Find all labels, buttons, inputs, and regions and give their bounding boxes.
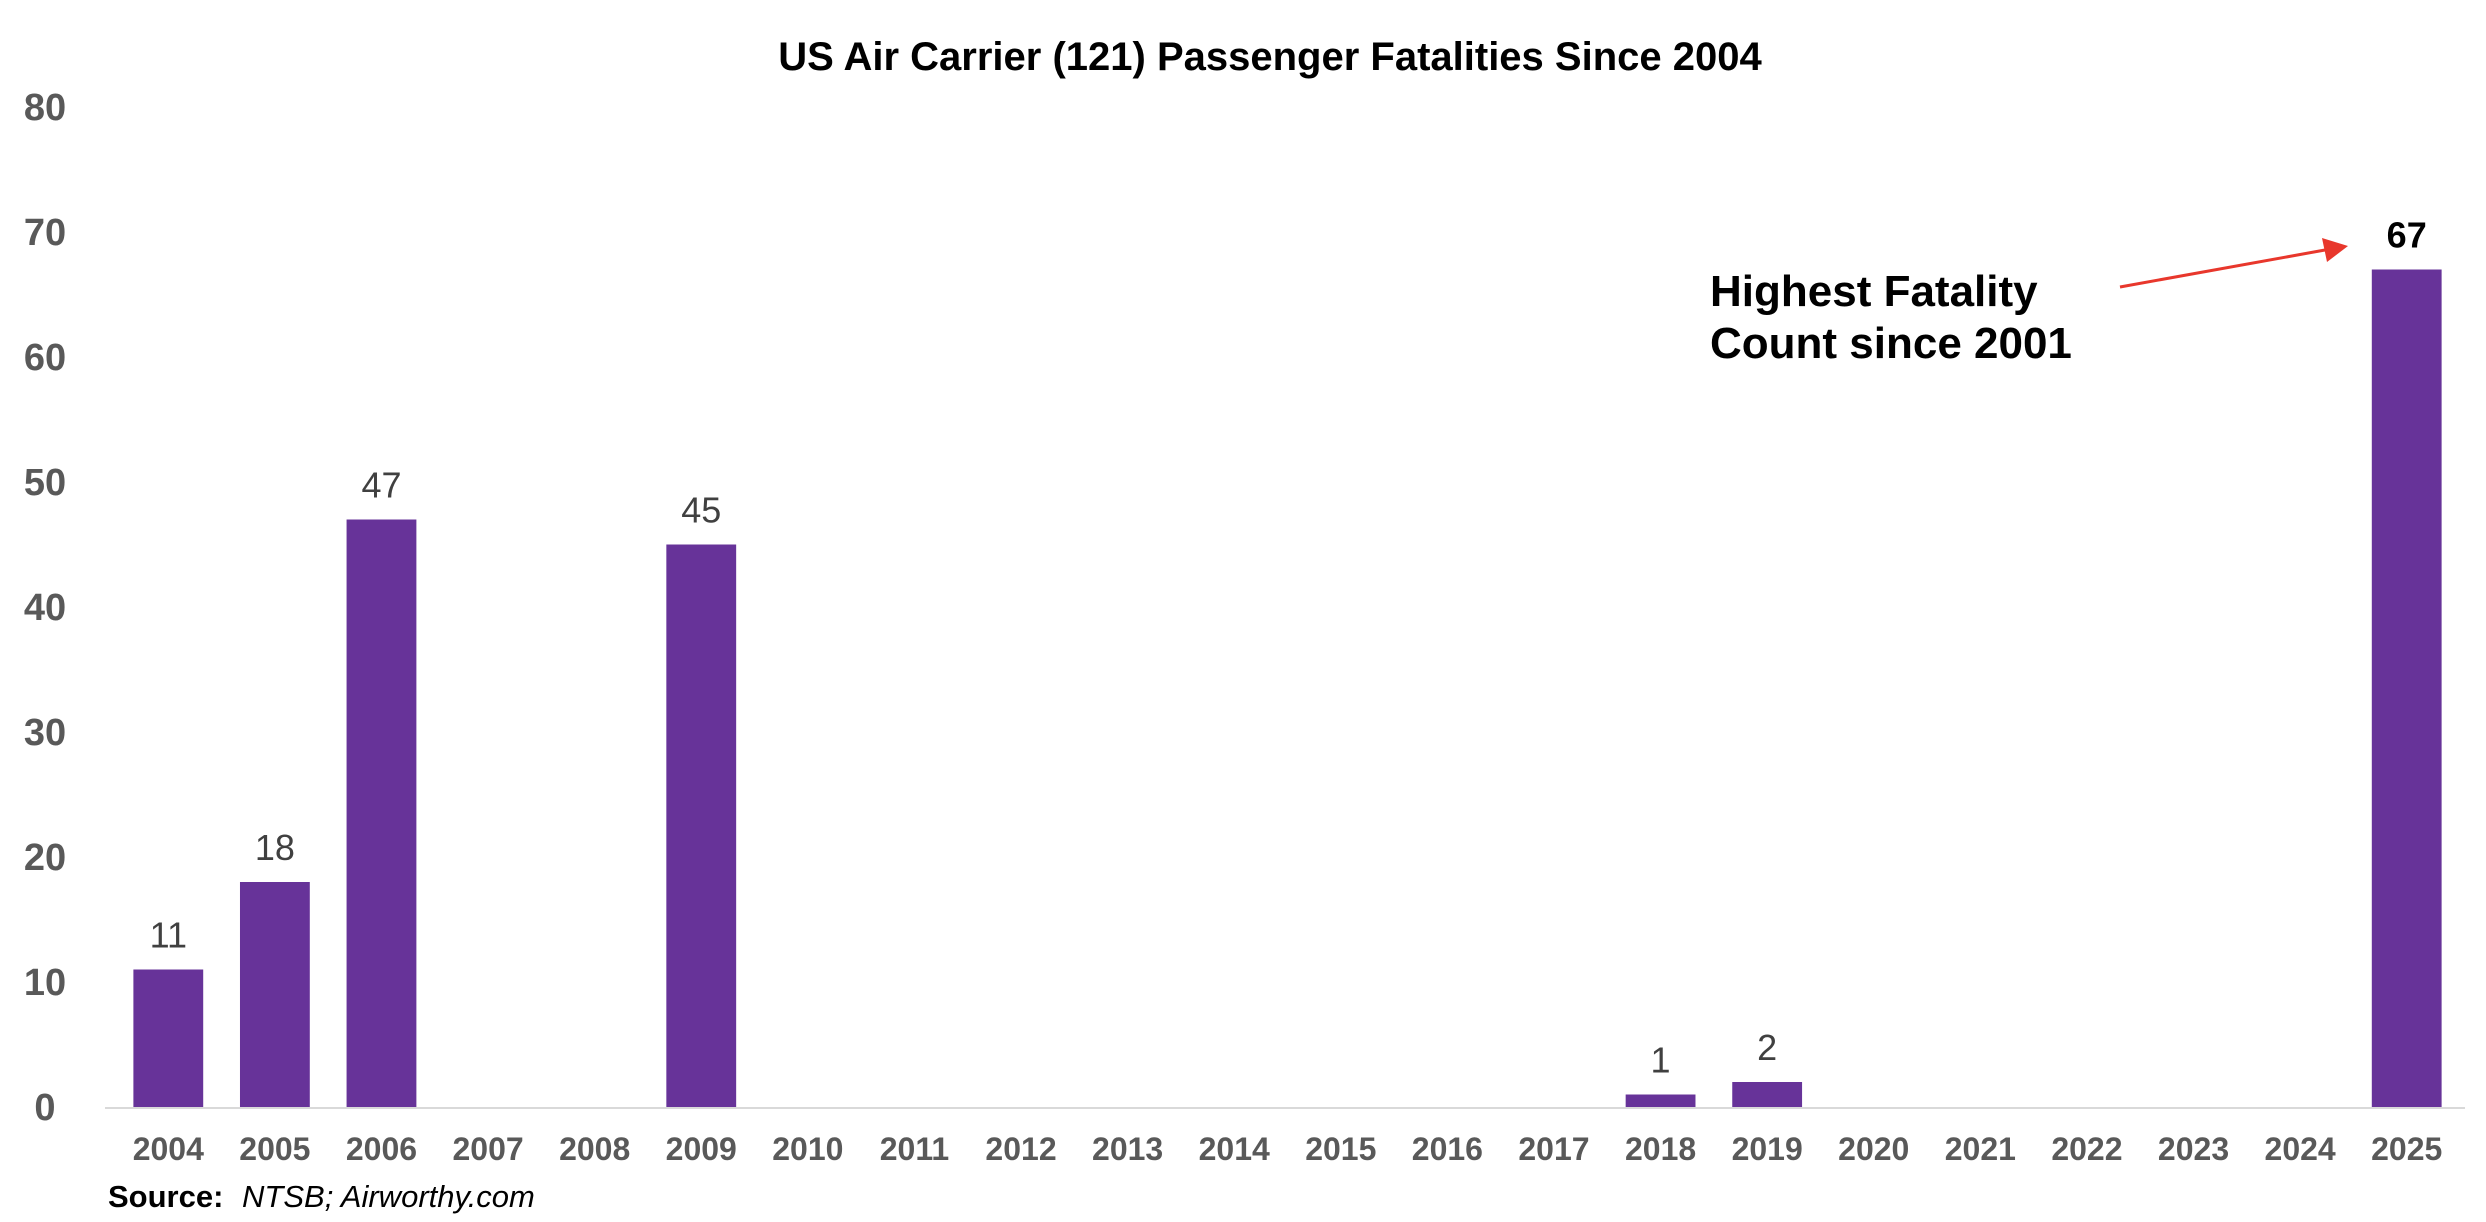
bar-2019 <box>1732 1082 1803 1107</box>
bar-2006 <box>346 519 417 1107</box>
annotation-arrowhead <box>2322 238 2348 262</box>
x-tick-label: 2012 <box>985 1131 1056 1167</box>
data-label: 18 <box>255 827 295 868</box>
y-axis-ticks: 0 10 20 30 40 50 60 70 80 <box>24 87 66 1129</box>
data-label: 11 <box>150 915 187 956</box>
chart-title: US Air Carrier (121) Passenger Fatalitie… <box>778 35 1762 79</box>
annotation-line-1: Highest Fatality <box>1710 267 2038 316</box>
x-tick-label: 2023 <box>2158 1131 2229 1167</box>
data-label: 47 <box>361 465 401 506</box>
x-tick-label: 2004 <box>133 1131 204 1167</box>
y-tick-label: 50 <box>24 462 66 504</box>
y-tick-label: 70 <box>24 212 66 254</box>
y-tick-label: 40 <box>24 587 66 629</box>
data-label: 2 <box>1757 1027 1777 1068</box>
data-label: 1 <box>1651 1040 1671 1081</box>
bar-2004 <box>133 969 204 1107</box>
y-tick-label: 60 <box>24 337 66 379</box>
x-tick-label: 2013 <box>1092 1131 1163 1167</box>
x-tick-label: 2024 <box>2265 1131 2336 1167</box>
data-labels: 11 18 47 45 1 2 67 <box>150 215 2427 1081</box>
source-label: Source: <box>108 1179 223 1214</box>
x-tick-label: 2021 <box>1945 1131 2016 1167</box>
x-tick-label: 2017 <box>1518 1131 1589 1167</box>
x-tick-label: 2011 <box>880 1131 949 1167</box>
x-tick-label: 2015 <box>1305 1131 1376 1167</box>
x-tick-label: 2016 <box>1412 1131 1483 1167</box>
y-tick-label: 0 <box>34 1087 55 1129</box>
x-tick-label: 2010 <box>772 1131 843 1167</box>
annotation-line-2: Count since 2001 <box>1710 319 2072 368</box>
y-tick-label: 20 <box>24 837 66 879</box>
bar-2005 <box>239 882 310 1107</box>
source-text: NTSB; Airworthy.com <box>242 1179 535 1214</box>
x-tick-label: 2009 <box>666 1131 737 1167</box>
bar-2018 <box>1625 1094 1696 1107</box>
y-tick-label: 30 <box>24 712 66 754</box>
bars-group <box>133 269 2442 1107</box>
data-label: 67 <box>2387 215 2427 256</box>
source-note: Source: NTSB; Airworthy.com <box>108 1179 535 1214</box>
x-tick-label: 2019 <box>1732 1131 1803 1167</box>
x-axis-ticks: 2004 2005 2006 2007 2008 2009 2010 2011 2012 2013… <box>133 1131 2443 1167</box>
x-tick-label: 2018 <box>1625 1131 1696 1167</box>
x-tick-label: 2025 <box>2371 1131 2442 1167</box>
x-tick-label: 2005 <box>239 1131 310 1167</box>
annotation-arrow <box>2119 248 2326 289</box>
data-label: 45 <box>681 490 721 531</box>
x-tick-label: 2022 <box>2051 1131 2122 1167</box>
x-tick-label: 2007 <box>452 1131 523 1167</box>
bar-2009 <box>666 544 737 1107</box>
annotation: Highest Fatality Count since 2001 <box>1710 238 2348 368</box>
bar-2025 <box>2371 269 2442 1107</box>
x-tick-label: 2006 <box>346 1131 417 1167</box>
svg-text:Source: NTSB; Airworth: Source: NTSB; Airworthy.com <box>108 1179 535 1214</box>
x-tick-label: 2020 <box>1838 1131 1909 1167</box>
x-tick-label: 2014 <box>1199 1131 1270 1167</box>
y-tick-label: 80 <box>24 87 66 129</box>
x-tick-label: 2008 <box>559 1131 630 1167</box>
y-tick-label: 10 <box>24 962 66 1004</box>
